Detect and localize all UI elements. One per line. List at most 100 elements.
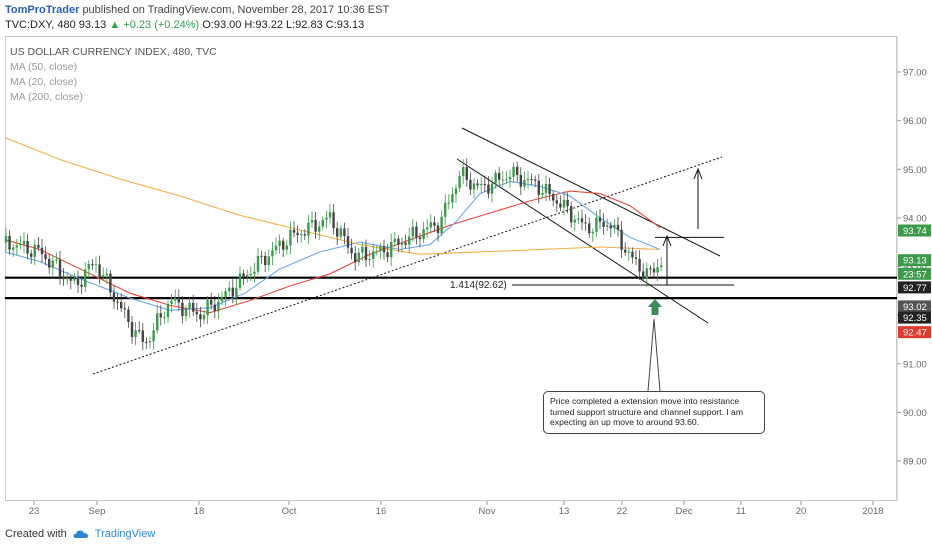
x-tick-label: 18 [194, 506, 205, 517]
candle-body [530, 178, 533, 180]
candle-body [210, 300, 213, 305]
candle-body [602, 221, 605, 227]
candle-body [606, 225, 609, 227]
candle-body [465, 167, 468, 180]
candle-body [310, 219, 314, 223]
candle-body [411, 226, 414, 237]
candle-body [613, 224, 616, 229]
price-badge [898, 254, 931, 267]
candle-body [577, 218, 580, 220]
candle-body [562, 199, 566, 208]
candle-body [573, 219, 576, 223]
candle-body [346, 236, 350, 248]
candle-body [656, 267, 659, 273]
candle-body [91, 264, 94, 266]
candle-body [12, 247, 15, 250]
candle-body [296, 232, 299, 236]
candle-body [105, 273, 108, 276]
candle-body [267, 256, 270, 265]
candle-body [361, 246, 364, 253]
candle-body [264, 255, 267, 265]
x-tick-label: Dec [676, 506, 693, 517]
candle-body [638, 258, 641, 272]
candle-body [8, 235, 11, 250]
x-tick-label: 23 [29, 506, 40, 517]
candle-body [328, 212, 332, 218]
candle-body [458, 176, 461, 189]
x-tick-label: 11 [736, 506, 746, 517]
candle-body [228, 287, 231, 292]
candle-body [188, 302, 191, 309]
candle-body [112, 292, 116, 302]
candle-body [177, 297, 180, 303]
legend-ma200: MA (200, close) [10, 91, 83, 103]
candle-body [598, 217, 602, 222]
tradingview-brand[interactable]: TradingView [94, 528, 156, 540]
candle-body [271, 250, 274, 257]
price-badge [898, 267, 931, 280]
candle-body [372, 251, 375, 260]
symbol-info: TVC:DXY, 480 93.13 [5, 19, 107, 31]
candle-body [462, 167, 465, 177]
candle-body [584, 222, 587, 224]
channel-upper-line [461, 127, 721, 257]
candle-body [364, 246, 368, 261]
candle-body [181, 302, 184, 317]
symbol-line: TVC:DXY, 480 93.13 ▲ +0.23 (+0.24%) O:93… [5, 19, 364, 32]
candle-body [480, 184, 483, 186]
candle-body [116, 301, 119, 303]
candle-body [4, 235, 8, 243]
y-tick-label: 94.00 [903, 213, 927, 224]
x-tick-label: Sep [89, 506, 106, 517]
candle-body [415, 226, 418, 238]
y-tick-label: 90.00 [903, 408, 927, 419]
ma200-line [4, 137, 661, 255]
price-badge-label: 93.02 [903, 302, 927, 313]
candle-body [15, 245, 18, 248]
buy-signal-arrow [648, 299, 662, 315]
author-name[interactable]: TomProTrader [5, 4, 80, 16]
candle-body [332, 212, 335, 229]
candle-body [454, 188, 458, 195]
candle-body [642, 271, 645, 279]
candle-body [55, 259, 58, 261]
candle-body [494, 172, 497, 184]
candle-body [357, 252, 360, 263]
candle-body [552, 194, 555, 201]
candle-body [213, 304, 216, 312]
candle-body [163, 317, 166, 319]
candle-body [87, 264, 90, 270]
candle-body [231, 287, 234, 297]
analysis-callout: Price completed a extension move into re… [543, 391, 765, 434]
candle-body [580, 218, 584, 223]
y-tick-label: 96.00 [903, 116, 927, 127]
candle-body [588, 223, 591, 234]
legend-ma20: MA (20, close) [10, 76, 78, 88]
candle-body [382, 246, 386, 253]
candle-body [260, 255, 263, 257]
candle-body [314, 219, 317, 232]
candle-body [318, 226, 321, 232]
candle-body [166, 303, 170, 318]
candle-body [141, 330, 144, 342]
projection-arrow-head [693, 167, 703, 180]
candle-body [325, 217, 328, 220]
candle-body [195, 311, 198, 315]
x-tick-label: 20 [796, 506, 807, 517]
candle-body [292, 229, 296, 233]
ma50-line [4, 190, 661, 314]
x-tick-label: 22 [617, 506, 628, 517]
candle-body [544, 183, 548, 193]
candle-body [98, 264, 101, 277]
candle-body [102, 275, 105, 277]
candle-body [537, 180, 540, 195]
candle-body [174, 297, 177, 301]
candle-body [33, 244, 36, 257]
candle-body [48, 259, 51, 268]
target-arrow-head [662, 234, 672, 247]
candle-body [429, 222, 432, 228]
candle-body [62, 276, 65, 280]
candle-body [206, 300, 209, 316]
candle-body [660, 265, 663, 268]
